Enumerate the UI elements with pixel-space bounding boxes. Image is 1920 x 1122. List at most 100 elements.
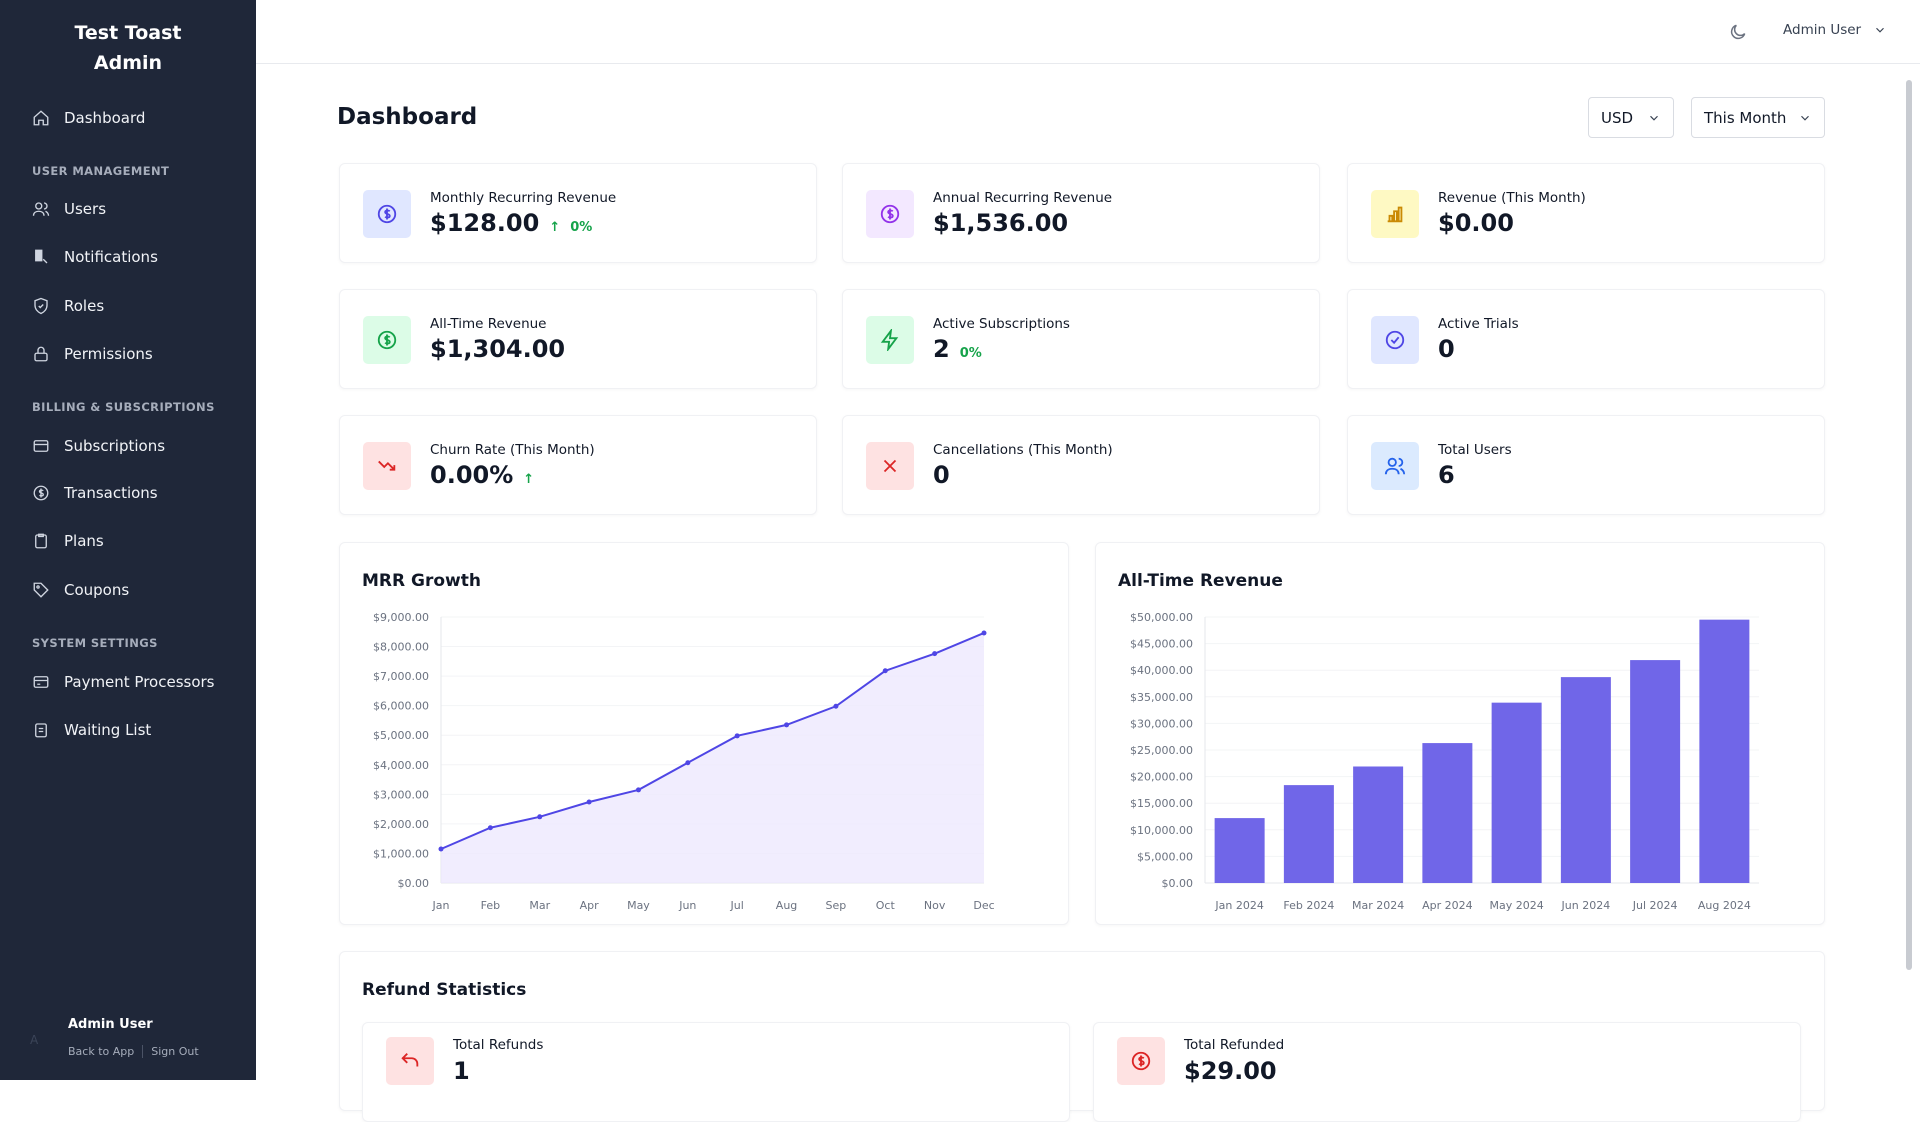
y-tick-label: $9,000.00 <box>373 611 429 624</box>
currency-select[interactable]: USD <box>1588 97 1674 138</box>
sidebar-item-label: Payment Processors <box>64 673 215 691</box>
dollar-icon <box>1117 1037 1165 1085</box>
chart-title: MRR Growth <box>362 571 481 591</box>
sidebar-item-notifications[interactable]: Notifications <box>32 248 158 266</box>
stat-value: 0 <box>933 461 950 489</box>
period-select[interactable]: This Month <box>1691 97 1825 138</box>
x-tick-label: Apr 2024 <box>1422 899 1473 912</box>
stat-card: Annual Recurring Revenue $1,536.00 <box>842 163 1320 263</box>
stat-value: 2 <box>933 335 950 363</box>
sidebar-item-subscriptions[interactable]: Subscriptions <box>32 437 165 455</box>
lock-icon <box>34 346 48 362</box>
bar <box>1491 702 1542 883</box>
y-tick-label: $5,000.00 <box>373 729 429 742</box>
refund-statistics-card: Refund Statistics Total Refunds 1 Total … <box>339 951 1825 1122</box>
stat-label: All-Time Revenue <box>430 316 547 332</box>
bar <box>1422 743 1473 883</box>
x-tick-label: Jun 2024 <box>1561 899 1611 912</box>
bar <box>1353 766 1404 883</box>
bar <box>1630 660 1681 883</box>
x-tick-label: Jul <box>730 899 744 912</box>
user-menu[interactable]: Admin User <box>1783 22 1887 38</box>
undo-icon <box>386 1037 434 1085</box>
sidebar-item-label: Plans <box>64 532 104 550</box>
period-value: This Month <box>1704 108 1787 127</box>
users-icon <box>1371 442 1419 490</box>
stat-value: $29.00 <box>1184 1057 1277 1085</box>
card-icon <box>33 440 49 452</box>
x-tick-label: Aug <box>776 899 797 912</box>
stat-label: Cancellations (This Month) <box>933 442 1113 458</box>
data-point <box>882 668 888 674</box>
x-icon <box>866 442 914 490</box>
user-menu-label: Admin User <box>1783 22 1862 38</box>
x-tick-label: Jun <box>678 899 696 912</box>
scrollbar[interactable] <box>1906 80 1912 970</box>
y-tick-label: $10,000.00 <box>1130 824 1193 837</box>
data-point <box>932 651 938 657</box>
sidebar-item-label: Waiting List <box>64 721 152 739</box>
sidebar-item-roles[interactable]: Roles <box>32 297 104 315</box>
sidebar-item-payment-processors[interactable]: Payment Processors <box>32 673 215 691</box>
sidebar-item-label: Coupons <box>64 581 130 599</box>
y-tick-label: $1,000.00 <box>373 847 429 860</box>
y-tick-label: $7,000.00 <box>373 670 429 683</box>
footer-user-name: Admin User <box>68 1017 153 1032</box>
page-title: Dashboard <box>337 104 478 130</box>
stat-label: Active Trials <box>1438 316 1519 332</box>
area-fill <box>441 632 984 883</box>
dollar-icon <box>33 485 49 501</box>
sidebar-item-label: Permissions <box>64 345 153 363</box>
stat-value: 6 <box>1438 461 1455 489</box>
chart-title: All-Time Revenue <box>1118 571 1283 591</box>
stat-label: Annual Recurring Revenue <box>933 190 1113 206</box>
data-point <box>537 814 543 820</box>
moon-icon[interactable] <box>1728 22 1748 42</box>
sidebar: Test Toast Admin Dashboard USER MANAGEMEN… <box>0 0 256 1080</box>
y-tick-label: $0.00 <box>1162 877 1194 890</box>
sidebar-item-users[interactable]: Users <box>32 200 106 218</box>
shield-icon <box>34 297 48 315</box>
sidebar-item-label: Transactions <box>64 484 158 502</box>
sidebar-item-permissions[interactable]: Permissions <box>32 345 153 363</box>
y-tick-label: $35,000.00 <box>1130 691 1193 704</box>
stat-label: Active Subscriptions <box>933 316 1070 332</box>
sidebar-item-coupons[interactable]: Coupons <box>32 581 129 599</box>
y-tick-label: $8,000.00 <box>373 641 429 654</box>
sign-out-link[interactable]: Sign Out <box>151 1045 199 1058</box>
bar-chart-icon <box>1371 190 1419 238</box>
data-point <box>784 722 790 728</box>
back-to-app-link[interactable]: Back to App <box>68 1045 135 1058</box>
bar <box>1283 785 1334 883</box>
stat-label: Monthly Recurring Revenue <box>430 190 617 206</box>
data-point <box>833 703 839 709</box>
y-tick-label: $5,000.00 <box>1137 850 1193 863</box>
sidebar-item-transactions[interactable]: Transactions <box>32 484 158 502</box>
trending-down-icon <box>363 442 411 490</box>
bell-icon <box>35 249 48 264</box>
chevron-down-icon <box>1801 115 1809 121</box>
x-tick-label: Aug 2024 <box>1698 899 1751 912</box>
x-tick-label: Apr <box>580 899 600 912</box>
sidebar-item-waiting-list[interactable]: Waiting List <box>32 721 151 739</box>
x-tick-label: Jan 2024 <box>1214 899 1263 912</box>
all-time-revenue-card: All-Time Revenue $0.00 $5,000.00 $10,000.0… <box>1095 542 1825 925</box>
dollar-icon <box>866 190 914 238</box>
tag-icon <box>33 582 49 598</box>
x-tick-label: Mar <box>529 899 550 912</box>
stat-card: Churn Rate (This Month) 0.00% ↑ <box>339 415 817 515</box>
y-tick-label: $50,000.00 <box>1130 611 1193 624</box>
sidebar-item-dashboard[interactable]: Dashboard <box>32 109 145 127</box>
sidebar-item-plans[interactable]: Plans <box>32 532 104 550</box>
sidebar-item-label: Users <box>64 200 107 218</box>
brand-title: Test Toast Admin <box>0 18 256 78</box>
stat-card: Active Subscriptions 2 0% <box>842 289 1320 389</box>
x-tick-label: Feb 2024 <box>1283 899 1334 912</box>
x-tick-label: Feb <box>481 899 500 912</box>
bar <box>1699 619 1750 883</box>
x-tick-label: Jul 2024 <box>1632 899 1678 912</box>
stat-value: $1,304.00 <box>430 335 566 363</box>
stat-value: $128.00 <box>430 209 540 237</box>
stat-value: 0 <box>1438 335 1455 363</box>
stat-label: Total Refunded <box>1184 1037 1285 1053</box>
